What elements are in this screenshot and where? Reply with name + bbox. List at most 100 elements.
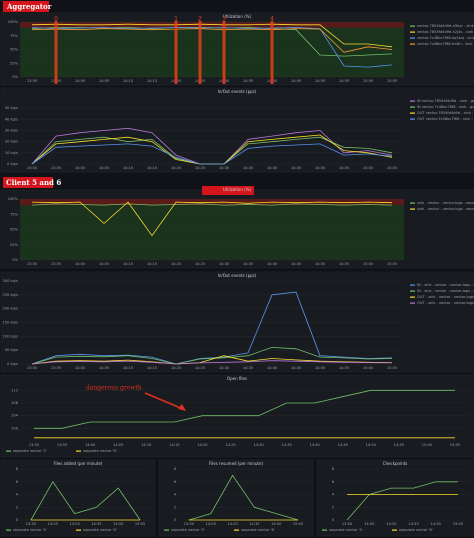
marker-line (174, 21, 178, 84)
legend-swatch (234, 529, 239, 531)
x-tick-label: 13:55 (51, 262, 61, 266)
legend-label: sink - vector - vector-logs - separate v… (417, 207, 474, 211)
legend-swatch (410, 37, 415, 39)
panel-title: In/Out events (pps) (218, 89, 257, 94)
legend-swatch (76, 529, 81, 531)
legend-label: OUT vector-7854fd4d9d - sink - gcs (417, 111, 474, 115)
marker-label: 4 (270, 16, 274, 23)
marker-label: 3 (222, 16, 226, 23)
x-tick-label: 14:55 (339, 366, 349, 370)
y-tick-label: 10 kp/s (5, 151, 18, 155)
legend-label: separate vector '6' (83, 528, 117, 532)
x-tick-label: 14:50 (315, 166, 326, 170)
x-tick-label: 13:50 (27, 79, 38, 83)
legend-label: OUT - sink - vector - vector-logs - sepa… (417, 301, 474, 305)
x-tick-label: 14:50 (315, 262, 326, 266)
y-tick-label: 50 kp/s (5, 348, 18, 352)
y-tick-label: 0 (174, 518, 177, 522)
legend-swatch (410, 100, 415, 102)
x-tick-label: 14:25 (195, 366, 205, 370)
x-tick-label: 14:05 (206, 522, 216, 526)
x-tick-label: 14:20 (386, 522, 397, 526)
threshold-ok (20, 27, 404, 77)
series-line (31, 23, 393, 48)
x-tick-label: 15:00 (363, 366, 374, 370)
y-tick-label: 150 kp/s (3, 321, 19, 325)
x-tick-label: 14:40 (267, 262, 278, 266)
y-tick-label: 300 kp/s (3, 279, 19, 283)
panel-title: In/Out events (pps) (218, 273, 257, 278)
x-tick-label: 14:30 (219, 366, 230, 370)
x-tick-label: 14:35 (243, 366, 253, 370)
legend-swatch (410, 43, 415, 45)
legend-label: separate vector '5' (13, 449, 47, 453)
y-tick-label: 100% (8, 20, 19, 24)
x-tick-label: 14:35 (91, 522, 101, 526)
section-badge (3, 1, 49, 12)
legend-label: vector-7c48bc7f68-kp5wq - sink - gcs (417, 36, 474, 40)
legend-label: vector-7854fd4d9d-n2j4s - sink - gcs (417, 30, 474, 34)
x-tick-label: 13:50 (26, 522, 37, 526)
x-tick-label: 14:50 (315, 366, 326, 370)
x-tick-label: 14:45 (338, 443, 348, 447)
panel (0, 459, 156, 537)
section-label: Aggregator (6, 2, 52, 11)
x-tick-label: 15:05 (293, 522, 303, 526)
x-tick-label: 14:15 (147, 166, 157, 170)
panel-title: Utilization (%) (223, 14, 252, 19)
x-tick-label: 14:35 (408, 522, 418, 526)
x-tick-label: 14:25 (195, 166, 205, 170)
x-tick-label: 14:30 (253, 443, 264, 447)
x-tick-label: 13:55 (51, 166, 61, 170)
x-tick-label: 15:00 (363, 79, 374, 83)
x-tick-label: 14:05 (113, 443, 123, 447)
x-tick-label: 14:15 (147, 79, 157, 83)
x-tick-label: 14:00 (85, 443, 96, 447)
x-tick-label: 14:40 (267, 166, 278, 170)
x-tick-label: 14:35 (281, 443, 291, 447)
legend-swatch (410, 302, 415, 304)
x-tick-label: 14:20 (69, 522, 80, 526)
y-tick-label: 25% (10, 243, 19, 247)
y-tick-label: 40 kp/s (5, 117, 18, 121)
series-line (31, 355, 393, 365)
x-tick-label: 13:50 (27, 262, 38, 266)
marker-label: 0 (54, 16, 58, 23)
x-tick-label: 15:05 (450, 443, 460, 447)
marker-line (198, 21, 202, 84)
x-tick-label: 14:40 (267, 366, 278, 370)
x-tick-label: 14:45 (291, 166, 301, 170)
x-tick-label: 15:05 (387, 166, 397, 170)
legend-swatch (410, 296, 415, 298)
x-tick-label: 15:05 (387, 366, 397, 370)
x-tick-label: 14:30 (219, 166, 230, 170)
y-tick-label: 6 (16, 480, 19, 484)
x-tick-label: 14:35 (243, 79, 253, 83)
x-tick-label: 13:55 (57, 443, 67, 447)
x-tick-label: 14:10 (123, 79, 134, 83)
legend-label: vector-7854fd4d9d-x9kzc - sink - gcs (417, 24, 474, 28)
legend-label: OUT vector-7c48bc7f68 - sink - gcs (417, 117, 474, 121)
y-tick-label: 112 (11, 388, 18, 392)
y-tick-label: 75% (10, 212, 19, 216)
marker-label: 2 (198, 16, 202, 23)
series-line (31, 291, 393, 365)
x-tick-label: 14:55 (339, 166, 349, 170)
x-tick-label: 14:50 (431, 522, 442, 526)
legend-swatch (322, 529, 327, 531)
x-tick-label: 15:00 (422, 443, 433, 447)
y-tick-label: 0% (12, 75, 18, 79)
panel (316, 459, 474, 537)
panel-title: Utilization (%) (223, 187, 252, 192)
x-tick-label: 14:35 (243, 262, 253, 266)
x-tick-label: 15:05 (387, 262, 397, 266)
y-tick-label: 8 (174, 467, 177, 471)
panel-title: Checkpoints (383, 461, 408, 466)
y-tick-label: 2 (16, 505, 18, 509)
marker-line (222, 21, 226, 84)
x-tick-label: 14:05 (99, 366, 109, 370)
x-tick-label: 14:45 (291, 262, 301, 266)
x-tick-label: 14:00 (75, 79, 86, 83)
y-tick-label: 0 kp/s (7, 362, 18, 366)
